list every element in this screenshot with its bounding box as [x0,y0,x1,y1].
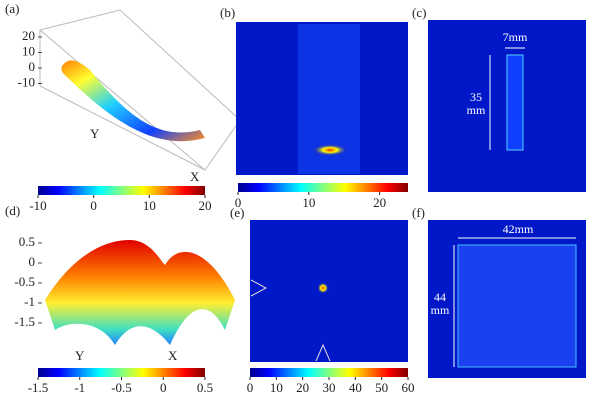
colorbar [238,183,408,192]
panel-label: (f) [412,205,425,220]
axis-tick-label: -1.5 [14,314,35,329]
axis-label: X [190,169,200,184]
colorbar-tick-label: 30 [323,380,336,395]
image [250,220,408,362]
profile [315,343,331,362]
axis-label: X [168,348,178,363]
colorbar [38,186,205,195]
shape [506,54,524,151]
colorbar-tick-label: 10 [143,198,156,213]
colorbar-tick-label: 0.5 [197,380,213,395]
colorbar-tick-label: -0.5 [111,380,132,395]
colorbar-tick-label: 0 [90,198,97,213]
axis-label: Y [90,126,100,141]
surface [61,60,206,142]
profile [250,279,268,297]
annotation: mm [431,303,450,317]
annotation: 42mm [503,222,534,236]
colorbar-tick-label: 20 [296,380,309,395]
axis-tick-label: 20 [22,28,35,43]
panel-label: (e) [230,205,244,220]
axis-tick-label: -10 [18,74,35,89]
axis-tick-label: 0 [29,59,36,74]
colorbar-tick-label: 10 [270,380,283,395]
focus [317,282,329,294]
colorbar-tick-label: 20 [199,198,212,213]
colorbar-tick-label: -1 [74,380,85,395]
colorbar [250,368,408,377]
panel-label: (b) [220,5,235,20]
axis-tick-label: 0.5 [19,234,35,249]
annotation: mm [467,103,486,117]
colorbar-tick-label: -10 [29,198,46,213]
panel-label: (c) [412,5,426,20]
surface [45,240,235,345]
colorbar-tick-label: 0 [235,195,242,210]
colorbar [38,368,205,377]
colorbar-tick-label: 10 [302,195,315,210]
panel-label: (a) [5,1,19,16]
colorbar-tick-label: 40 [349,380,362,395]
colorbar-tick-label: 20 [373,195,386,210]
axis-tick-label: -0.5 [14,274,35,289]
colorbar-tick-label: 0 [160,380,167,395]
annotation: 35 [470,90,482,104]
axis-tick-label: -1 [24,294,35,309]
axes-3d [38,9,241,171]
colorbar-tick-label: -1.5 [28,380,49,395]
panel-label: (d) [5,203,20,218]
annotation: 44 [434,290,446,304]
axis-label: Y [75,348,85,363]
focus [312,144,348,156]
axis-tick-label: 10 [22,43,35,58]
colorbar-tick-label: 0 [247,380,254,395]
colorbar-tick-label: 50 [375,380,388,395]
axis-tick-label: 0 [29,254,36,269]
colorbar-tick-label: 60 [402,380,415,395]
annotation: 7mm [503,30,528,44]
shape [457,244,577,368]
